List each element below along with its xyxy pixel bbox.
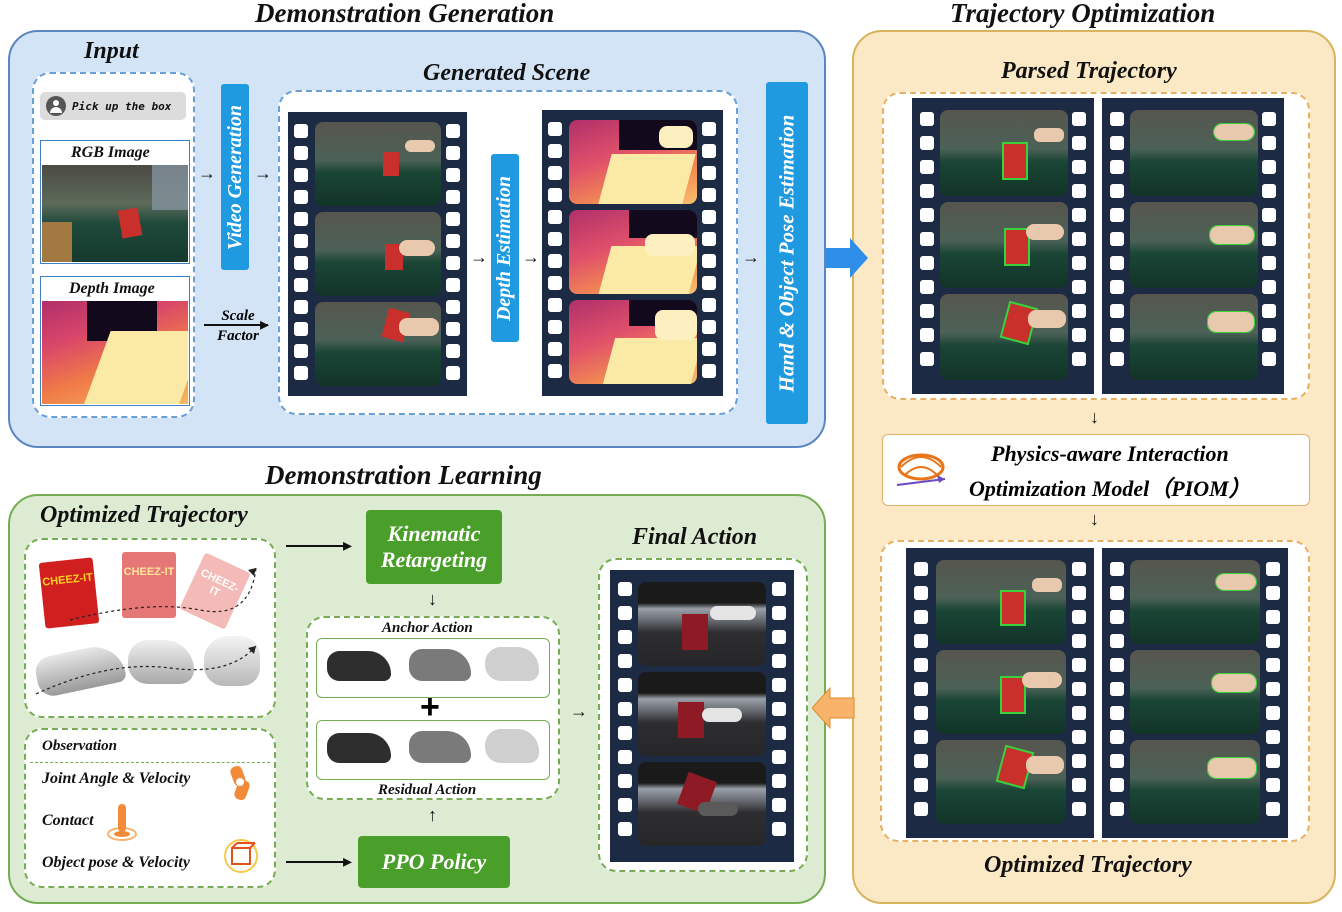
final-frame-3 xyxy=(638,762,766,846)
depth-image-label: Depth Image xyxy=(69,280,155,297)
optimized-left-frame-3 xyxy=(936,740,1066,824)
observation-box xyxy=(24,728,276,888)
residual-hand-2 xyxy=(409,731,471,763)
rgb-image-card: RGB Image xyxy=(40,140,190,264)
final-frame-1 xyxy=(638,582,766,666)
parsed-trajectory-title: Parsed Trajectory xyxy=(1001,58,1177,84)
arrow-traj-to-kinematic-head: ▸ xyxy=(343,535,353,555)
piom-text-line2: Optimization Model（PIOM） xyxy=(969,476,1251,501)
arrow-traj-to-kinematic-line xyxy=(286,545,348,547)
optimized-left-frame-2 xyxy=(936,650,1066,734)
piom-text-line1: Physics-aware Interaction xyxy=(991,441,1229,466)
optimized-left-frame-1 xyxy=(936,560,1066,644)
depth-frame-2 xyxy=(569,210,697,294)
hand-pose-3 xyxy=(204,636,260,686)
parsed-left-frame-2 xyxy=(940,202,1068,288)
final-frame-2 xyxy=(638,672,766,756)
depth-frame-3 xyxy=(569,300,697,384)
depth-image xyxy=(42,301,188,404)
anchor-hand-3 xyxy=(485,647,539,681)
parsed-right-frame-1 xyxy=(1130,110,1258,196)
kinematic-retargeting-block: Kinematic Retargeting xyxy=(366,510,502,584)
scale-arrow xyxy=(204,324,268,326)
depth-image-card: Depth Image xyxy=(40,276,190,406)
rgb-image-label: RGB Image xyxy=(71,144,150,161)
user-avatar-icon xyxy=(46,96,66,116)
arrow-input-to-video: → xyxy=(198,163,216,183)
hand-trajectory-curve xyxy=(35,645,257,695)
rgb-frame-3 xyxy=(315,302,441,386)
optimized-right-frame-3 xyxy=(1130,740,1260,824)
arrow-film-to-pose: → xyxy=(742,247,760,267)
anchor-hand-1 xyxy=(327,651,391,681)
depth-video-filmstrip xyxy=(542,110,723,396)
piom-mesh-icon xyxy=(896,453,946,486)
optimized-filmstrip-right xyxy=(1102,548,1288,838)
ppo-policy-block: PPO Policy xyxy=(358,836,510,888)
anchor-action-panel xyxy=(316,638,550,698)
piom-box: Physics-aware Interaction Optimization M… xyxy=(882,434,1310,506)
object-pose-icon xyxy=(224,839,258,873)
observation-title: Observation xyxy=(42,738,117,754)
optimized-trajectory-title: Optimized Trajectory xyxy=(984,852,1192,878)
depth-estimation-label: Depth Estimation xyxy=(491,154,519,342)
rgb-image xyxy=(42,165,188,262)
scale-factor-label: Scale Factor xyxy=(217,308,259,345)
anchor-hand-2 xyxy=(409,649,471,681)
arrow-depth-to-film: → xyxy=(522,247,540,267)
residual-action-label: Residual Action xyxy=(378,782,477,798)
trajectory-optimization-title: Trajectory Optimization xyxy=(950,0,1216,28)
hand-pose-2 xyxy=(128,640,194,684)
optimized-filmstrip-left xyxy=(906,548,1094,838)
arrow-scene-to-depth: → xyxy=(470,247,488,267)
arrow-parsed-to-piom: ↓ xyxy=(1090,407,1099,427)
input-title: Input xyxy=(84,38,139,64)
arrow-obs-to-ppo-head: ▸ xyxy=(343,851,353,871)
prompt-bubble: Pick up the box xyxy=(40,92,186,120)
observation-divider xyxy=(30,762,270,763)
arrow-piom-to-optimized: ↓ xyxy=(1090,509,1099,529)
plus-sign: + xyxy=(420,688,440,726)
pose-estimation-label: Hand & Object Pose Estimation xyxy=(766,82,808,424)
parsed-right-frame-3 xyxy=(1130,294,1258,380)
rgb-frame-1 xyxy=(315,122,441,206)
obs-joint-angle: Joint Angle & Velocity xyxy=(42,770,191,787)
depth-frame-1 xyxy=(569,120,697,204)
residual-action-panel xyxy=(316,720,550,780)
parsed-left-frame-3 xyxy=(940,294,1068,380)
arrow-video-to-scene: → xyxy=(254,163,272,183)
arrow-kinematic-to-anchor: ↓ xyxy=(428,589,437,609)
contact-icon xyxy=(107,804,137,841)
prompt-text: Pick up the box xyxy=(72,99,172,113)
object-trajectory-curve xyxy=(69,567,257,621)
final-action-filmstrip xyxy=(610,570,794,862)
obs-object-pose: Object pose & Velocity xyxy=(42,854,190,871)
arrow-actions-to-final: → xyxy=(570,701,588,721)
parsed-filmstrip-right xyxy=(1102,98,1284,394)
joint-icon xyxy=(230,765,250,801)
anchor-action-label: Anchor Action xyxy=(382,620,473,636)
parsed-left-frame-1 xyxy=(940,110,1068,196)
video-generation-label: Video Generation xyxy=(221,84,249,270)
arrow-obs-to-ppo-line xyxy=(286,861,348,863)
final-action-title: Final Action xyxy=(632,524,758,550)
optimized-right-frame-1 xyxy=(1130,560,1260,644)
parsed-filmstrip-left xyxy=(912,98,1094,394)
demo-generation-title: Demonstration Generation xyxy=(255,0,555,28)
arrow-to-trajectory-optimization xyxy=(826,238,868,278)
scale-arrow-head: ▸ xyxy=(260,314,270,334)
residual-hand-3 xyxy=(485,729,539,763)
residual-hand-1 xyxy=(327,733,391,763)
arrow-to-demo-learning xyxy=(812,686,855,730)
obs-contact: Contact xyxy=(42,812,94,829)
generated-scene-title: Generated Scene xyxy=(423,60,591,86)
rgb-frame-2 xyxy=(315,212,441,296)
rgb-video-filmstrip xyxy=(288,112,467,396)
learning-optimized-trajectory-title: Optimized Trajectory xyxy=(40,502,248,528)
demo-learning-title: Demonstration Learning xyxy=(265,460,542,490)
arrow-ppo-to-residual: ↑ xyxy=(428,805,437,825)
optimized-right-frame-2 xyxy=(1130,650,1260,734)
parsed-right-frame-2 xyxy=(1130,202,1258,288)
